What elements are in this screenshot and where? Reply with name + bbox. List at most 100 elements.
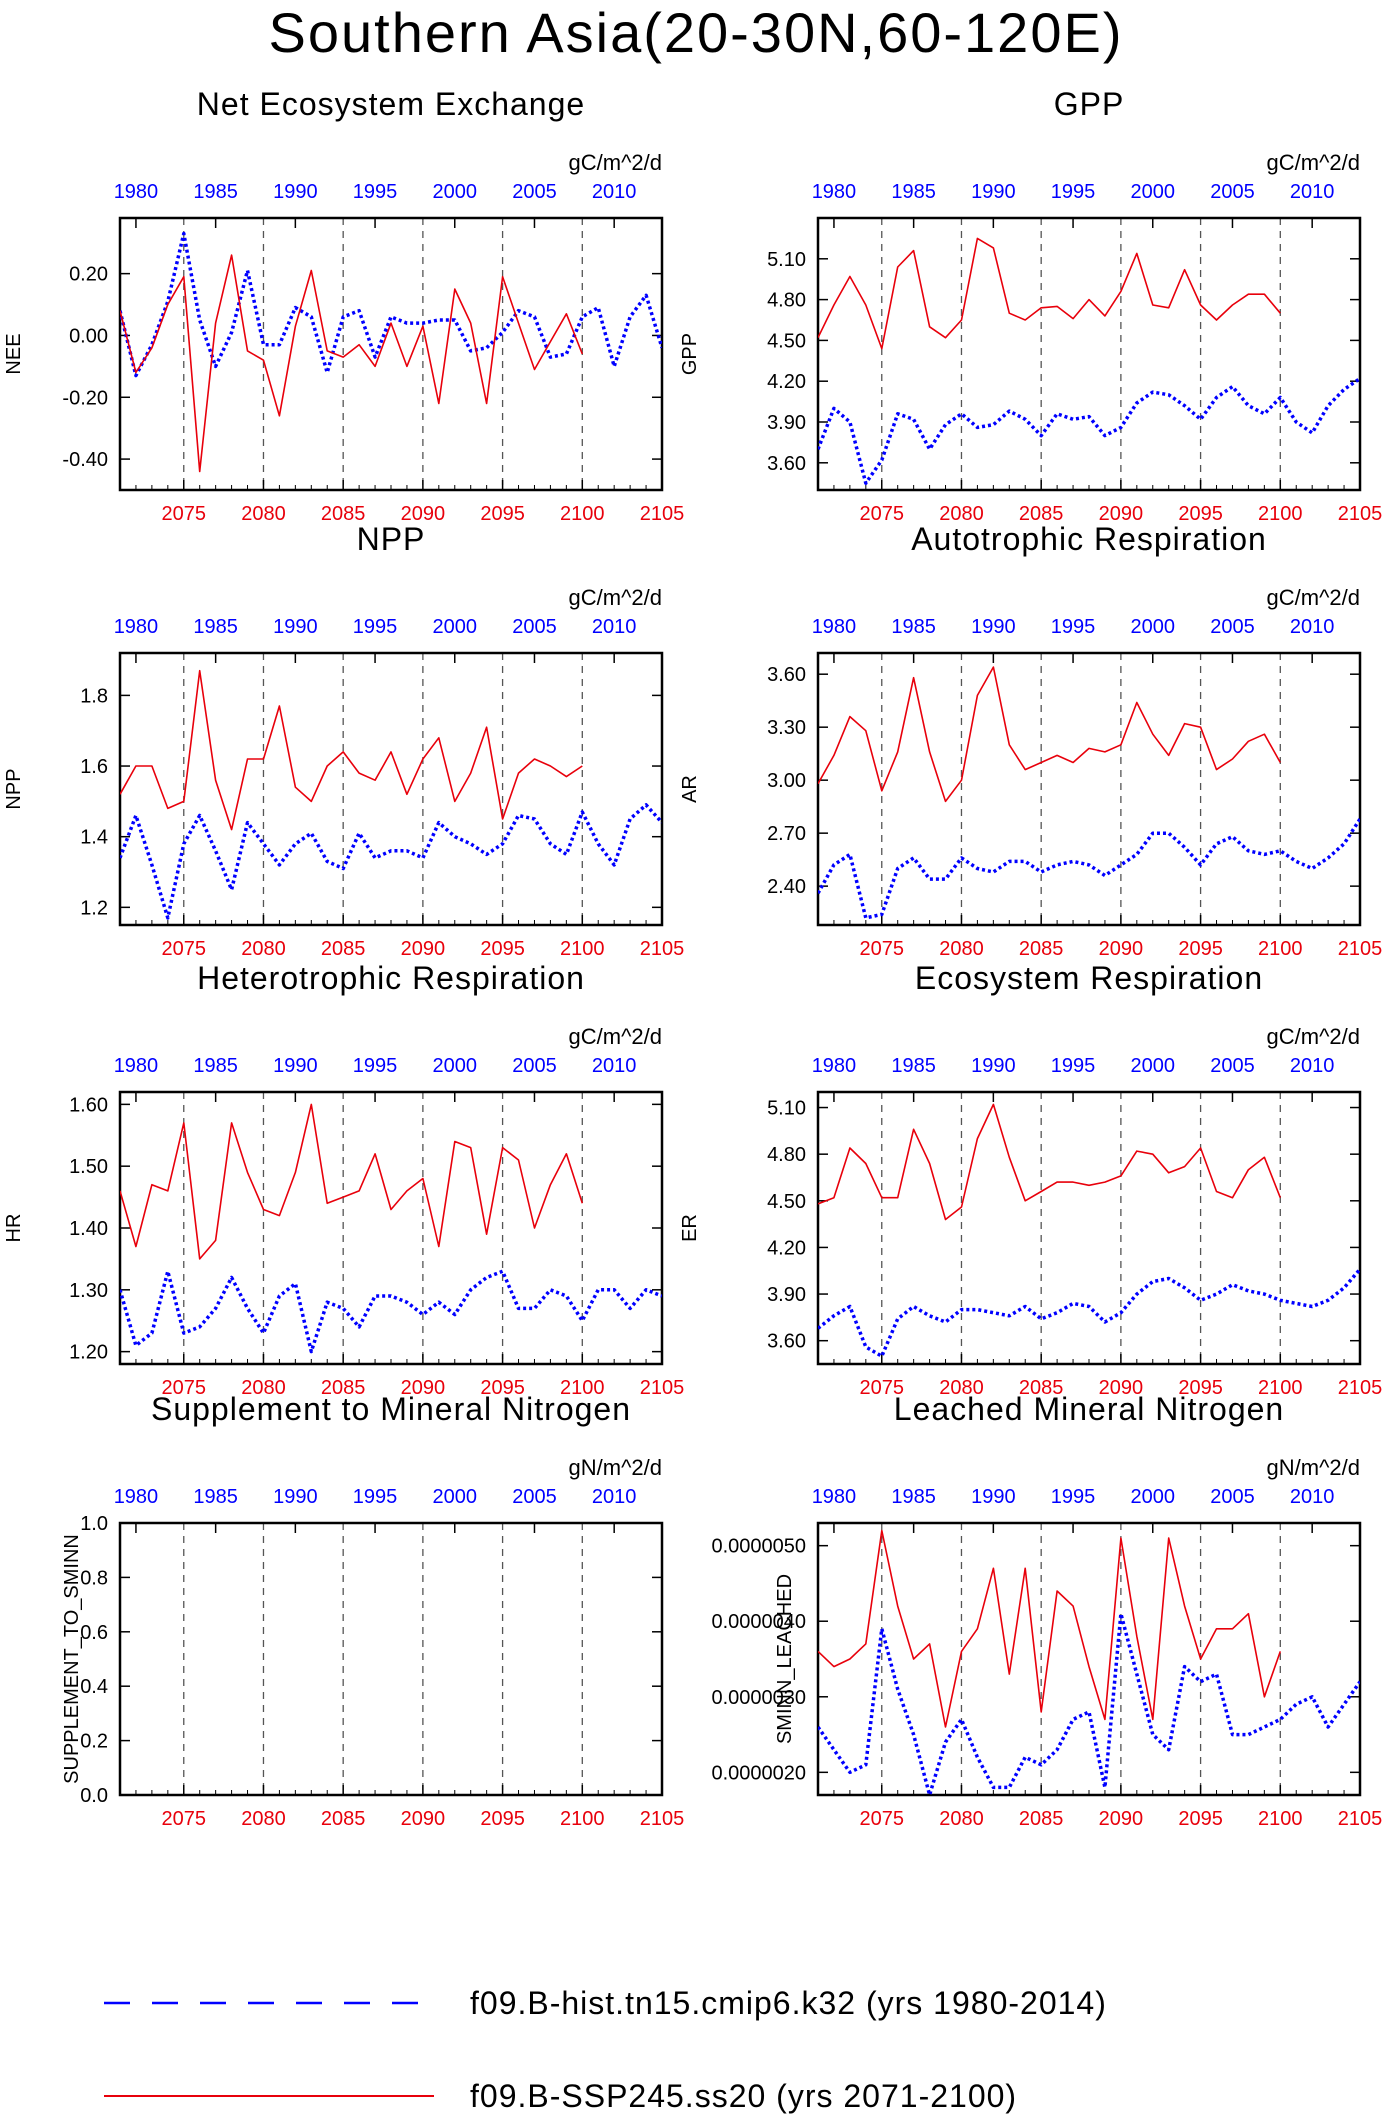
panels-group: Net Ecosystem Exchange gC/m^2/d 2075 2080 20… bbox=[3, 86, 1382, 1830]
x-tick-label-bottom: 2090 bbox=[401, 503, 446, 525]
series-line-ssp bbox=[120, 254, 584, 473]
chart-panel-0: Net Ecosystem Exchange gC/m^2/d 2075 2080 20… bbox=[3, 86, 684, 525]
x-tick-label-bottom: 2075 bbox=[860, 503, 905, 525]
chart-panel-3: Autotrophic Respiration gC/m^2/d 2075 2080 2… bbox=[679, 521, 1382, 960]
y-tick-label: 3.60 bbox=[767, 664, 806, 686]
x-tick-label-bottom: 2090 bbox=[1099, 1808, 1144, 1830]
x-tick-label-bottom: 2090 bbox=[401, 938, 446, 960]
y-tick-label: 2.70 bbox=[767, 823, 806, 845]
y-tick-label: 0.0000040 bbox=[711, 1611, 806, 1633]
x-tick-label-top: 1980 bbox=[114, 616, 159, 638]
panel-title: Ecosystem Respiration bbox=[915, 960, 1263, 996]
x-tick-label-bottom: 2085 bbox=[1019, 1808, 1064, 1830]
y-tick-label: -0.40 bbox=[62, 449, 108, 471]
y-tick-label: 1.60 bbox=[69, 1094, 108, 1116]
units-label: gC/m^2/d bbox=[569, 150, 662, 175]
y-axis-label: GPP bbox=[679, 333, 701, 375]
x-tick-label-bottom: 2095 bbox=[480, 1808, 525, 1830]
x-tick-label-bottom: 2080 bbox=[241, 1377, 286, 1399]
x-tick-label-bottom: 2095 bbox=[480, 938, 525, 960]
x-tick-label-top: 2010 bbox=[592, 1486, 637, 1508]
series-line-ssp bbox=[818, 666, 1281, 803]
x-tick-label-top: 2010 bbox=[1290, 1486, 1335, 1508]
x-tick-label-top: 2010 bbox=[1290, 1055, 1335, 1077]
x-tick-label-top: 1990 bbox=[273, 616, 318, 638]
y-tick-label: 2.40 bbox=[767, 876, 806, 898]
x-tick-label-bottom: 2085 bbox=[321, 938, 366, 960]
x-tick-label-bottom: 2090 bbox=[401, 1808, 446, 1830]
plot-frame bbox=[118, 651, 664, 927]
x-tick-label-top: 1980 bbox=[114, 181, 159, 203]
plot-frame bbox=[816, 1090, 1362, 1366]
x-tick-label-bottom: 2095 bbox=[1178, 1377, 1223, 1399]
units-label: gN/m^2/d bbox=[569, 1455, 662, 1480]
x-tick-label-bottom: 2075 bbox=[860, 938, 905, 960]
x-tick-label-bottom: 2080 bbox=[939, 1808, 984, 1830]
y-tick-label: 0.0000020 bbox=[711, 1762, 806, 1784]
y-axis-label: NEE bbox=[3, 333, 25, 374]
x-tick-label-top: 1995 bbox=[353, 1486, 398, 1508]
y-tick-label: 1.20 bbox=[69, 1342, 108, 1364]
x-tick-label-bottom: 2085 bbox=[1019, 1377, 1064, 1399]
x-tick-label-top: 1985 bbox=[891, 1486, 936, 1508]
y-tick-label: 4.50 bbox=[767, 330, 806, 352]
plot-frame bbox=[816, 216, 1362, 492]
chart-panel-5: Ecosystem Respiration gC/m^2/d 2075 2080 208… bbox=[679, 960, 1382, 1399]
x-tick-label-top: 1985 bbox=[891, 181, 936, 203]
x-tick-label-bottom: 2105 bbox=[1338, 1377, 1383, 1399]
x-tick-label-top: 2005 bbox=[1210, 181, 1255, 203]
units-label: gC/m^2/d bbox=[569, 1024, 662, 1049]
x-tick-label-top: 2005 bbox=[1210, 1055, 1255, 1077]
x-tick-label-bottom: 2090 bbox=[1099, 503, 1144, 525]
x-tick-label-top: 2000 bbox=[433, 1055, 478, 1077]
x-tick-label-bottom: 2085 bbox=[321, 1808, 366, 1830]
y-tick-label: 3.60 bbox=[767, 1331, 806, 1353]
x-tick-label-top: 1990 bbox=[971, 616, 1016, 638]
x-tick-label-bottom: 2085 bbox=[1019, 938, 1064, 960]
y-tick-label: 5.10 bbox=[767, 1098, 806, 1120]
x-tick-label-top: 1980 bbox=[114, 1055, 159, 1077]
x-tick-label-top: 2000 bbox=[1131, 181, 1176, 203]
x-tick-label-bottom: 2090 bbox=[1099, 1377, 1144, 1399]
y-tick-label: 4.20 bbox=[767, 1237, 806, 1259]
x-tick-label-bottom: 2075 bbox=[860, 1808, 905, 1830]
y-tick-label: 1.50 bbox=[69, 1156, 108, 1178]
x-tick-label-bottom: 2105 bbox=[1338, 938, 1383, 960]
series-line-hist bbox=[818, 377, 1360, 485]
plot-frame bbox=[816, 651, 1362, 927]
y-tick-label: 3.30 bbox=[767, 717, 806, 739]
x-tick-label-bottom: 2085 bbox=[321, 1377, 366, 1399]
series-line-hist bbox=[818, 818, 1360, 920]
x-tick-label-top: 2000 bbox=[1131, 616, 1176, 638]
series-line-ssp bbox=[818, 1529, 1282, 1728]
series-line-hist bbox=[120, 1269, 662, 1354]
y-tick-label: 4.20 bbox=[767, 371, 806, 393]
x-tick-label-bottom: 2080 bbox=[241, 503, 286, 525]
y-tick-label: 1.4 bbox=[80, 827, 108, 849]
panel-title: Net Ecosystem Exchange bbox=[197, 86, 585, 122]
series-line-ssp bbox=[818, 1103, 1282, 1221]
y-tick-label: 1.6 bbox=[80, 756, 108, 778]
x-tick-label-top: 1980 bbox=[812, 616, 857, 638]
x-tick-label-top: 1985 bbox=[193, 1486, 238, 1508]
y-tick-label: 4.80 bbox=[767, 1144, 806, 1166]
x-tick-label-top: 2005 bbox=[1210, 616, 1255, 638]
x-tick-label-top: 2000 bbox=[433, 616, 478, 638]
y-axis-label: NPP bbox=[3, 768, 25, 809]
x-tick-label-top: 1990 bbox=[971, 1486, 1016, 1508]
x-tick-label-bottom: 2080 bbox=[241, 938, 286, 960]
x-tick-label-bottom: 2100 bbox=[1258, 503, 1303, 525]
x-tick-label-bottom: 2075 bbox=[860, 1377, 905, 1399]
x-tick-label-bottom: 2075 bbox=[162, 938, 207, 960]
x-tick-label-top: 2000 bbox=[433, 181, 478, 203]
x-tick-label-bottom: 2095 bbox=[480, 503, 525, 525]
y-tick-label: 0.8 bbox=[80, 1567, 108, 1589]
x-tick-label-top: 1995 bbox=[1051, 181, 1096, 203]
y-tick-label: 3.00 bbox=[767, 770, 806, 792]
plot-frame bbox=[816, 1521, 1362, 1797]
chart-panel-1: GPP gC/m^2/d 2075 2080 2085 2090 2095 2100 2105 1… bbox=[679, 86, 1382, 525]
chart-panel-2: NPP gC/m^2/d 2075 2080 2085 2090 2095 2100 2105 1… bbox=[3, 521, 684, 960]
figure-title: Southern Asia(20-30N,60-120E) bbox=[269, 1, 1124, 64]
x-tick-label-bottom: 2080 bbox=[939, 938, 984, 960]
